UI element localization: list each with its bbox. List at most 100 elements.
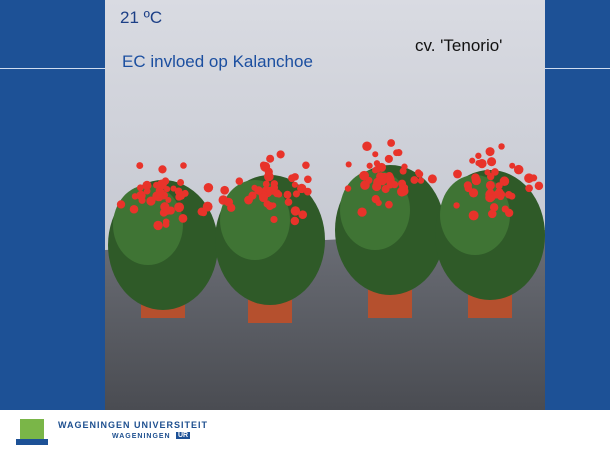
plant-part bbox=[530, 174, 537, 181]
plant-part bbox=[263, 200, 270, 207]
plant-part bbox=[472, 176, 481, 185]
plant-part bbox=[200, 209, 207, 216]
plant-part bbox=[291, 206, 300, 215]
plant-part bbox=[514, 165, 523, 174]
plant-part bbox=[160, 202, 169, 211]
plant-part bbox=[372, 151, 378, 157]
plant-part bbox=[293, 190, 300, 197]
plant-part bbox=[493, 191, 501, 199]
plant-part bbox=[158, 165, 166, 173]
plant-part bbox=[377, 163, 386, 172]
plant-part bbox=[117, 200, 125, 208]
brand-suffix: UR bbox=[176, 432, 190, 439]
plant-part bbox=[304, 175, 312, 183]
plant-part bbox=[139, 197, 146, 204]
plant-part bbox=[236, 177, 244, 185]
plant-part bbox=[525, 184, 533, 192]
temperature: 21 ºC bbox=[120, 8, 162, 28]
plant-part bbox=[136, 162, 143, 169]
plant-part bbox=[376, 200, 382, 206]
plant-part bbox=[260, 162, 270, 172]
plant-part bbox=[475, 153, 481, 159]
brand: WAGENINGEN bbox=[112, 433, 171, 440]
plant-part bbox=[156, 189, 164, 197]
plant-part bbox=[508, 193, 514, 199]
plant-part bbox=[346, 161, 352, 167]
plant-part bbox=[227, 204, 235, 212]
plant-part bbox=[180, 162, 187, 169]
plant-part bbox=[415, 169, 422, 176]
plant-part bbox=[387, 139, 395, 147]
plant-part bbox=[400, 168, 407, 175]
plant-part bbox=[453, 202, 459, 208]
plant-part bbox=[270, 184, 278, 192]
plant-part bbox=[204, 183, 213, 192]
plant-part bbox=[177, 179, 184, 186]
plant-part bbox=[465, 185, 473, 193]
plant-part bbox=[300, 185, 307, 192]
plant-part bbox=[502, 205, 509, 212]
slide: EC 32→32→1.31.3Hoogte19.622.523.823.1Gen… bbox=[0, 0, 610, 461]
plant-part bbox=[386, 174, 394, 182]
plant-part bbox=[292, 182, 298, 188]
plant-part bbox=[277, 150, 285, 158]
plant-part bbox=[385, 155, 393, 163]
plant-part bbox=[302, 161, 310, 169]
plant-part bbox=[362, 142, 371, 151]
rule-left bbox=[0, 68, 105, 69]
plant-part bbox=[270, 202, 276, 208]
plant-part bbox=[393, 149, 400, 156]
plant-part bbox=[113, 185, 183, 265]
plant-part bbox=[399, 185, 405, 191]
plant-part bbox=[509, 163, 515, 169]
plant-part bbox=[428, 174, 437, 183]
plant-part bbox=[391, 181, 398, 188]
plant-part bbox=[487, 188, 494, 195]
rule-right bbox=[545, 68, 610, 69]
plant-part bbox=[418, 177, 424, 183]
plant-part bbox=[164, 186, 170, 192]
plant-part bbox=[490, 203, 498, 211]
plant-part bbox=[535, 182, 543, 190]
plant-part bbox=[284, 191, 292, 199]
plant-part bbox=[367, 163, 373, 169]
plant-part bbox=[475, 160, 481, 166]
plant-part bbox=[153, 221, 162, 230]
plant-part bbox=[453, 170, 462, 179]
plant-part bbox=[163, 221, 170, 228]
plant-part bbox=[270, 216, 277, 223]
plant-part bbox=[345, 185, 351, 191]
plant-part bbox=[254, 186, 263, 195]
plant-part bbox=[373, 178, 382, 187]
plant-part bbox=[179, 214, 188, 223]
plant-part bbox=[220, 186, 229, 195]
plant-part bbox=[244, 196, 253, 205]
plant-part bbox=[291, 217, 299, 225]
plant-part bbox=[142, 181, 151, 190]
plant-part bbox=[177, 191, 185, 199]
logo-base bbox=[16, 439, 48, 445]
cultivar: cv. 'Tenorio' bbox=[415, 36, 502, 56]
logo-mark bbox=[20, 419, 44, 439]
plant-part bbox=[498, 143, 504, 149]
plant-part bbox=[410, 176, 418, 184]
plant-part bbox=[486, 181, 493, 188]
plant-part bbox=[500, 176, 510, 186]
slide-title: EC invloed op Kalanchoe bbox=[122, 52, 313, 72]
plant-part bbox=[266, 155, 274, 163]
university-name: WAGENINGEN UNIVERSITEIT bbox=[58, 420, 208, 430]
plant-part bbox=[487, 173, 494, 180]
plant-part bbox=[469, 210, 479, 220]
plant-part bbox=[263, 181, 270, 188]
plant-part bbox=[276, 191, 283, 198]
plant-part bbox=[366, 177, 373, 184]
plant-part bbox=[174, 202, 184, 212]
plant-part bbox=[165, 197, 171, 203]
plant-part bbox=[385, 201, 393, 209]
plant-part bbox=[170, 186, 176, 192]
plant-part bbox=[486, 147, 495, 156]
plant-part bbox=[357, 207, 366, 216]
plant-part bbox=[291, 173, 299, 181]
plant-part bbox=[469, 158, 475, 164]
plant-part bbox=[130, 205, 139, 214]
